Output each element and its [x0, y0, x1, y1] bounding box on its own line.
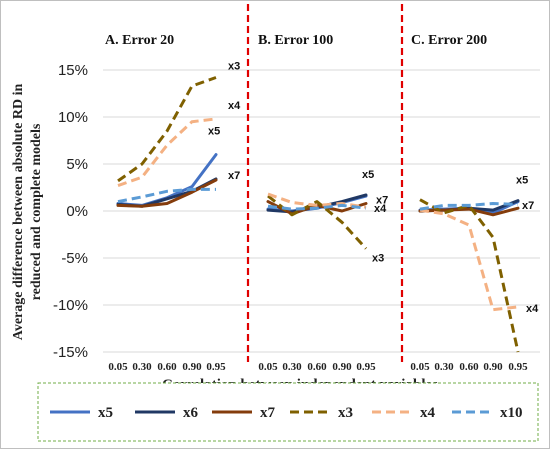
- annotation-x5: x5: [208, 126, 220, 138]
- y-axis-label-line: reduced and complete models: [29, 123, 44, 300]
- series-line-x3: [419, 198, 520, 353]
- x-tick-label: 0.30: [282, 361, 302, 373]
- legend-label-x7: x7: [260, 405, 276, 421]
- series-lines: [116, 76, 520, 353]
- y-axis-label-line: Average difference between absolute RD i…: [11, 84, 26, 341]
- series-line-x10: [419, 202, 519, 211]
- x-tick-label: 0.90: [483, 361, 503, 373]
- panel-separators: [246, 4, 404, 362]
- annotation-x3: x3: [228, 61, 240, 73]
- legend-label-x4: x4: [420, 405, 436, 421]
- x-tick-label: 0.60: [307, 361, 327, 373]
- series-line-x10: [117, 187, 216, 204]
- y-tick-label: 15%: [58, 62, 88, 79]
- x-tick-label: 0.95: [508, 361, 528, 373]
- panel-title: B. Error 100: [258, 33, 333, 48]
- series-line-x3: [117, 76, 217, 183]
- annotation-x7: x7: [522, 200, 534, 212]
- legend-label-x3: x3: [338, 405, 353, 421]
- y-tick-label: 5%: [66, 156, 88, 173]
- legend: x5 x6 x7 x3 x4 x10: [37, 382, 539, 442]
- x-tick-label: 0.30: [434, 361, 454, 373]
- panel-title: A. Error 20: [105, 33, 174, 48]
- x-tick-label: 0.95: [356, 361, 376, 373]
- x-tick-label: 0.60: [157, 361, 177, 373]
- legend-label-x5: x5: [98, 405, 113, 421]
- legend-label-x10: x10: [500, 405, 523, 421]
- y-tick-label: 0%: [66, 203, 88, 220]
- annotation-x4: x4: [526, 303, 539, 315]
- series-line-x7: [418, 206, 520, 217]
- y-tick-label: -5%: [61, 250, 88, 267]
- legend-box: [37, 382, 539, 442]
- x-tick-label: 0.95: [206, 361, 226, 373]
- annotation-x5: x5: [362, 169, 374, 181]
- series-line-x4: [267, 192, 367, 209]
- legend-label-x6: x6: [183, 405, 199, 421]
- x-tick-label: 0.90: [332, 361, 352, 373]
- annotation-x5: x5: [516, 175, 528, 187]
- x-tick-label: 0.05: [410, 361, 430, 373]
- x-tick-label: 0.30: [132, 361, 152, 373]
- series-line-x7: [116, 178, 218, 208]
- panel-titles: A. Error 20 B. Error 100 C. Error 200: [105, 33, 487, 48]
- y-tick-label: -15%: [53, 344, 88, 361]
- series-line-x10: [267, 203, 367, 211]
- y-tick-label: 10%: [58, 109, 88, 126]
- series-line-x4: [117, 117, 217, 188]
- x-tick-label: 0.60: [459, 361, 479, 373]
- annotation-x3: x3: [372, 253, 384, 265]
- y-axis-label: Average difference between absolute RD i…: [11, 84, 44, 341]
- series-line-x4: [419, 208, 519, 312]
- annotation-x4: x4: [228, 100, 241, 112]
- x-tick-label: 0.05: [108, 361, 128, 373]
- panel-title: C. Error 200: [411, 33, 487, 48]
- x-tick-label: 0.05: [258, 361, 278, 373]
- x-axis-ticks: 0.05 0.30 0.60 0.90 0.95 0.05 0.30 0.60 0.90 0.95…: [108, 361, 528, 373]
- y-axis-ticks: 15% 10% 5% 0% -5% -10% -15%: [53, 62, 88, 361]
- x-tick-label: 0.90: [182, 361, 202, 373]
- annotation-x7: x7: [376, 194, 388, 206]
- annotation-x4: x4: [374, 203, 387, 215]
- annotation-x7: x7: [228, 170, 240, 182]
- y-tick-label: -10%: [53, 297, 88, 314]
